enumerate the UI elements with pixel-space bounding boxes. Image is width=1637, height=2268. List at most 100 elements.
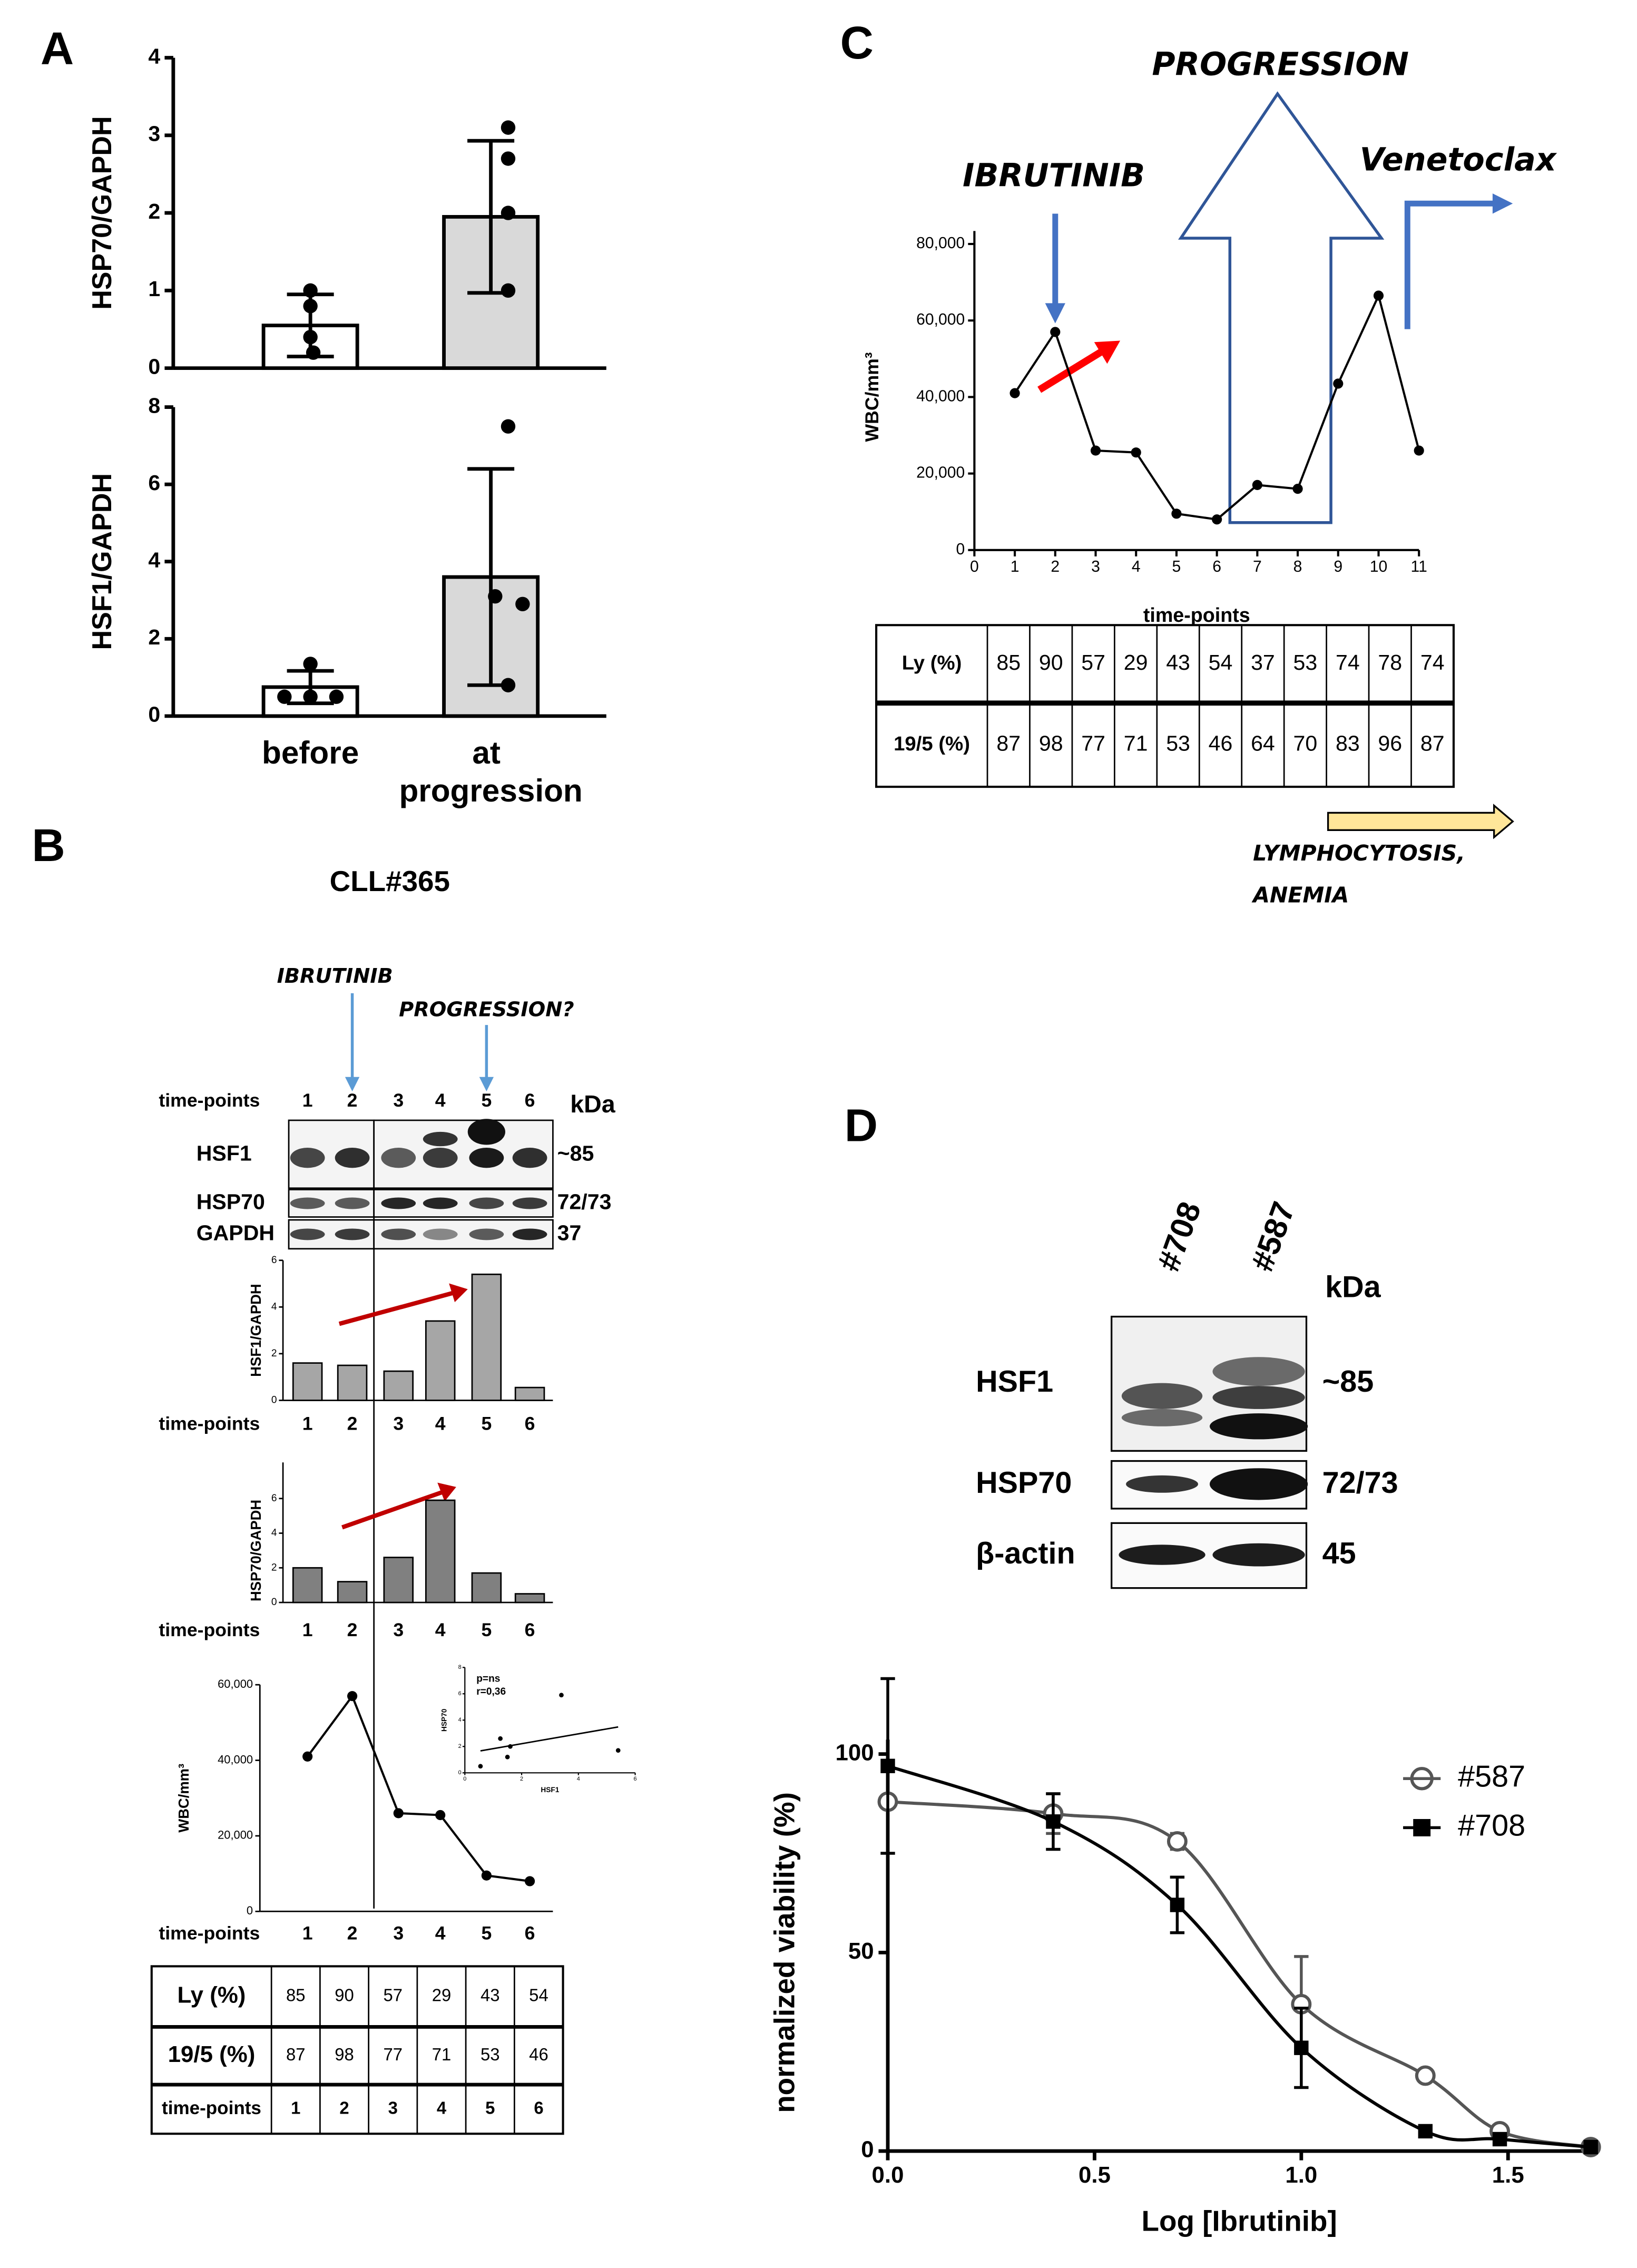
x-tick-label: before	[262, 735, 359, 770]
annotation: PROGRESSION	[1152, 46, 1409, 83]
data-point	[1414, 445, 1424, 456]
x-tick-label: 5	[1172, 558, 1181, 575]
data-point	[277, 689, 292, 704]
blot-band	[1126, 1475, 1199, 1493]
blot-band	[335, 1148, 370, 1168]
blot-band	[1212, 1543, 1305, 1567]
data-point	[505, 1754, 510, 1759]
bar	[514, 1593, 545, 1604]
table-row-label: time-points	[162, 2098, 261, 2118]
x-tick-label: 1.0	[1285, 2162, 1317, 2188]
data-point	[1212, 514, 1222, 525]
arrow-head	[449, 1283, 468, 1303]
table-cell: 85	[996, 650, 1021, 674]
regression-line	[480, 1726, 619, 1752]
blot-band	[469, 1197, 504, 1209]
x-tick-label: 2	[347, 1619, 358, 1640]
data-point	[559, 1693, 564, 1698]
table-cell: 53	[1166, 731, 1190, 756]
table-cell: 46	[529, 2045, 548, 2064]
data-point	[306, 345, 321, 360]
data-point	[1050, 327, 1061, 337]
table-cell: 85	[286, 1986, 306, 2005]
data-point	[501, 419, 516, 434]
x-tick-label: 1	[302, 1619, 313, 1640]
panel-letter: C	[840, 17, 874, 69]
table-cell: 71	[1124, 731, 1148, 756]
x-axis-label: Log [Ibrutinib]	[1142, 2205, 1337, 2237]
legend-label: #587	[1458, 1759, 1525, 1793]
data-point	[1171, 509, 1182, 519]
blot-band	[512, 1197, 547, 1209]
table-cell: 83	[1336, 731, 1360, 756]
data-point	[1252, 480, 1262, 490]
y-tick-label: 2	[458, 1743, 462, 1749]
bar	[337, 1581, 368, 1604]
y-tick-label: 20,000	[916, 464, 965, 482]
table-border	[150, 1965, 564, 2135]
table-cell: 98	[335, 2045, 354, 2064]
blot-band	[290, 1228, 325, 1240]
data-point	[1294, 2040, 1309, 2055]
y-tick-label: 8	[458, 1664, 462, 1670]
x-tick-label: 2	[347, 1923, 358, 1944]
panel-letter: D	[845, 1100, 878, 1151]
y-axis-label: HSP70/GAPDH	[248, 1500, 264, 1601]
table-row-label: Ly (%)	[902, 651, 962, 674]
data-point	[347, 1691, 358, 1702]
lane-label: 2	[347, 1090, 358, 1111]
data-point	[478, 1764, 483, 1769]
x-tick-label: 9	[1334, 558, 1342, 575]
bar	[383, 1370, 414, 1401]
data-point	[1418, 2124, 1433, 2139]
y-tick-label: 0	[247, 1904, 253, 1917]
progression-arrow	[1178, 91, 1385, 524]
y-axis-label: normalized viability (%)	[768, 1792, 801, 2113]
y-axis-label: HSF1/GAPDH	[87, 473, 117, 650]
data-point	[1046, 1814, 1061, 1829]
arrow-head	[1094, 340, 1121, 364]
table-cell: 71	[432, 2045, 452, 2064]
data-point	[1415, 2065, 1436, 2086]
annotation: IBRUTINIB	[277, 964, 393, 988]
annotation: p=ns	[476, 1673, 500, 1684]
blot-row-label: β-actin	[976, 1537, 1075, 1570]
bar	[292, 1567, 323, 1604]
bar	[471, 1572, 502, 1604]
bar	[383, 1557, 414, 1604]
table-cell: 4	[437, 2098, 447, 2117]
x-axis-label: time-points	[159, 1923, 260, 1944]
x-tick-label: 4	[435, 1413, 446, 1434]
blot-kda: 72/73	[1322, 1466, 1398, 1500]
yellow-arrow	[1327, 804, 1514, 839]
x-tick-label: 8	[1293, 558, 1302, 575]
annotation: Venetoclax	[1360, 141, 1557, 178]
blot-kda: ~85	[1322, 1365, 1374, 1399]
blot-row-label: HSF1	[197, 1141, 252, 1166]
y-tick-label: 40,000	[916, 387, 965, 405]
data-point	[1333, 378, 1344, 389]
x-tick-label: 10	[1370, 558, 1388, 575]
bar	[292, 1362, 323, 1401]
y-tick-label: 50	[848, 1938, 874, 1964]
x-tick-label: 2	[347, 1413, 358, 1434]
table-cell: 87	[996, 731, 1021, 756]
blot-band	[423, 1131, 458, 1147]
blot-band	[469, 1228, 504, 1240]
blot-row-label: HSF1	[976, 1365, 1053, 1399]
data-point	[501, 206, 516, 220]
lane-label: 6	[525, 1090, 535, 1111]
table-cell: 1	[291, 2098, 300, 2117]
table-cell: 46	[1209, 731, 1233, 756]
x-tick-label: 6	[634, 1776, 637, 1782]
y-tick-label: 4	[148, 44, 160, 68]
data-point	[1167, 1831, 1188, 1852]
data-point	[501, 151, 516, 166]
lane-label: 1	[302, 1090, 313, 1111]
x-tick-label: 1.5	[1492, 2162, 1524, 2188]
blot-band	[1121, 1409, 1203, 1426]
table-cell: 96	[1378, 731, 1402, 756]
data-point	[393, 1808, 404, 1819]
blot-band	[512, 1148, 547, 1168]
